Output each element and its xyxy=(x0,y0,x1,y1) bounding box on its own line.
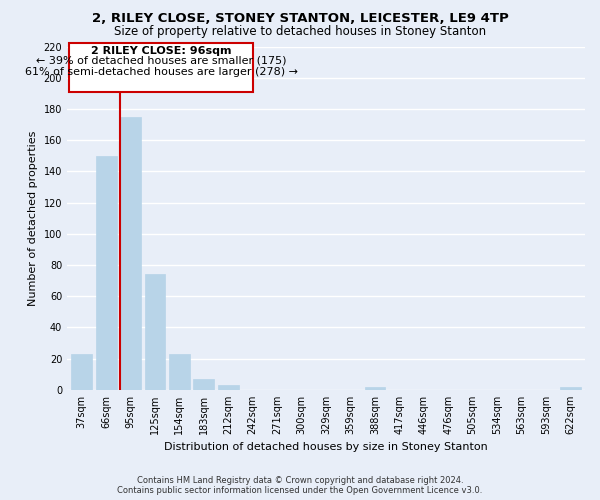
Bar xyxy=(218,385,239,390)
Text: 61% of semi-detached houses are larger (278) →: 61% of semi-detached houses are larger (… xyxy=(25,67,298,77)
Bar xyxy=(71,354,92,390)
Bar xyxy=(560,387,581,390)
Bar xyxy=(193,379,214,390)
X-axis label: Distribution of detached houses by size in Stoney Stanton: Distribution of detached houses by size … xyxy=(164,442,488,452)
Bar xyxy=(120,116,141,390)
Text: Size of property relative to detached houses in Stoney Stanton: Size of property relative to detached ho… xyxy=(114,25,486,38)
Text: Contains HM Land Registry data © Crown copyright and database right 2024.: Contains HM Land Registry data © Crown c… xyxy=(137,476,463,485)
Text: 2 RILEY CLOSE: 96sqm: 2 RILEY CLOSE: 96sqm xyxy=(91,46,232,56)
Bar xyxy=(96,156,116,390)
Text: Contains public sector information licensed under the Open Government Licence v3: Contains public sector information licen… xyxy=(118,486,482,495)
FancyBboxPatch shape xyxy=(70,44,253,92)
Text: 2, RILEY CLOSE, STONEY STANTON, LEICESTER, LE9 4TP: 2, RILEY CLOSE, STONEY STANTON, LEICESTE… xyxy=(92,12,508,26)
Text: ← 39% of detached houses are smaller (175): ← 39% of detached houses are smaller (17… xyxy=(36,56,286,66)
Bar xyxy=(169,354,190,390)
Bar xyxy=(365,387,385,390)
Bar xyxy=(145,274,166,390)
Y-axis label: Number of detached properties: Number of detached properties xyxy=(28,130,38,306)
